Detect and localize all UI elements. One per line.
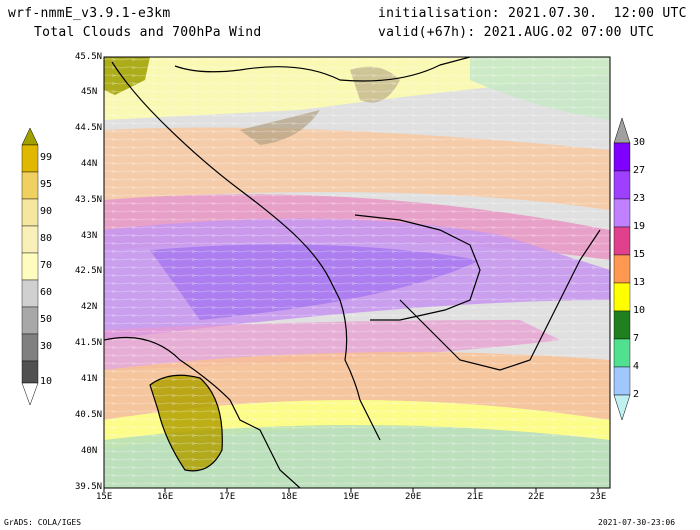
lat-label: 43N xyxy=(81,231,98,241)
wind-legend-label: 30 xyxy=(633,137,646,148)
lon-label: 18E xyxy=(281,492,298,502)
lon-label: 15E xyxy=(96,492,113,502)
wind-colorbar xyxy=(613,117,631,421)
cloud-legend-label: 30 xyxy=(40,341,53,352)
lat-label: 40.5N xyxy=(75,410,103,420)
lat-label: 42.5N xyxy=(75,266,103,276)
lon-label: 20E xyxy=(405,492,422,502)
lat-label: 39.5N xyxy=(75,482,103,492)
cloud-legend-label: 60 xyxy=(40,287,53,298)
cloud-legend-label: 70 xyxy=(40,260,53,271)
cloud-legend-label: 95 xyxy=(40,179,53,190)
lat-label: 41N xyxy=(81,374,98,384)
lon-label: 17E xyxy=(219,492,236,502)
cloud-legend-label: 80 xyxy=(40,233,53,244)
product-title: Total Clouds and 700hPa Wind xyxy=(34,25,262,40)
lat-label: 45.5N xyxy=(75,52,103,62)
lat-label: 45N xyxy=(81,87,98,97)
lat-label: 40N xyxy=(81,446,98,456)
wind-legend-label: 10 xyxy=(633,305,646,316)
wind-legend-label: 13 xyxy=(633,277,646,288)
lat-label: 44N xyxy=(81,159,98,169)
lat-label: 43.5N xyxy=(75,195,103,205)
footer-timestamp: 2021-07-30-23:06 xyxy=(598,518,676,527)
cloud-colorbar xyxy=(21,127,39,406)
lat-label: 44.5N xyxy=(75,123,103,133)
cloud-legend-label: 99 xyxy=(40,152,53,163)
wind-legend-label: 2 xyxy=(633,389,640,400)
wind-legend-label: 27 xyxy=(633,165,646,176)
borders xyxy=(104,57,601,488)
map-fields xyxy=(104,57,610,488)
lon-label: 21E xyxy=(467,492,484,502)
valid-time: valid(+67h): 2021.AUG.02 07:00 UTC xyxy=(378,25,655,40)
lon-label: 16E xyxy=(157,492,174,502)
cloud-legend-label: 90 xyxy=(40,206,53,217)
wind-legend-label: 23 xyxy=(633,193,646,204)
lon-label: 22E xyxy=(528,492,545,502)
init-time: initialisation: 2021.07.30. 12:00 UTC xyxy=(378,6,687,21)
lon-label: 23E xyxy=(590,492,607,502)
lat-label: 41.5N xyxy=(75,338,103,348)
model-name: wrf-nmmE_v3.9.1-e3km xyxy=(8,6,171,21)
lon-label: 19E xyxy=(343,492,360,502)
axis-ticks xyxy=(103,488,599,492)
wind-legend-label: 15 xyxy=(633,249,646,260)
wind-legend-label: 4 xyxy=(633,361,640,372)
wind-legend-label: 19 xyxy=(633,221,646,232)
cloud-legend-label: 10 xyxy=(40,376,53,387)
cloud-legend-label: 50 xyxy=(40,314,53,325)
wind-legend-label: 7 xyxy=(633,333,640,344)
lat-label: 42N xyxy=(81,302,98,312)
footer-credit: GrADS: COLA/IGES xyxy=(4,518,82,527)
